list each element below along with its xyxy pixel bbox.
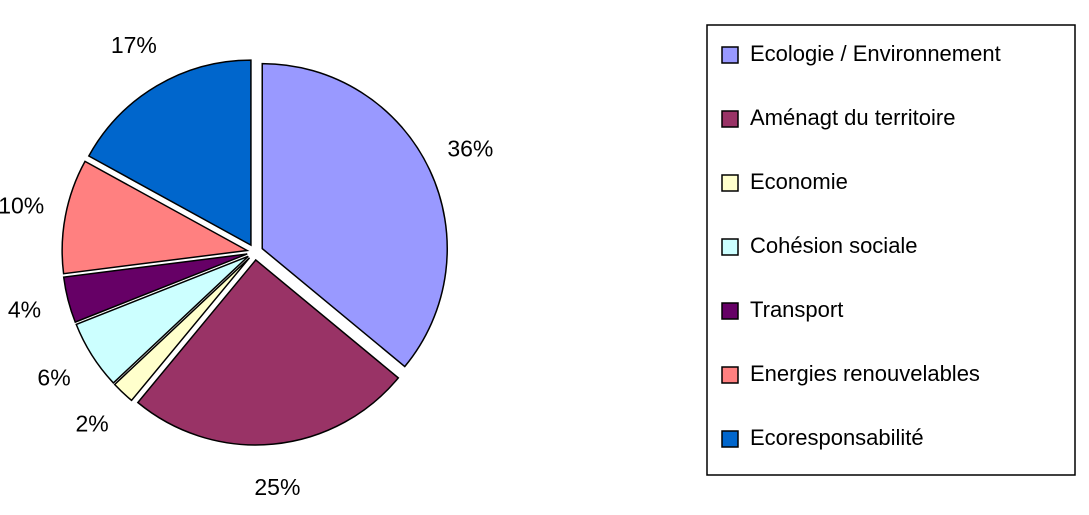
pie-slice <box>75 255 249 384</box>
legend-label: Ecoresponsabilité <box>750 425 924 450</box>
data-label: 10% <box>0 192 44 218</box>
legend-label: Aménagt du territoire <box>750 105 955 130</box>
data-label: 36% <box>447 136 493 162</box>
legend-swatch <box>721 110 739 128</box>
pie-slice <box>61 160 250 275</box>
legend-swatch <box>721 238 739 256</box>
data-label: 17% <box>111 32 157 58</box>
data-label: 4% <box>8 296 41 322</box>
pie-slice <box>261 62 448 368</box>
legend-swatch <box>721 366 739 384</box>
data-label: 6% <box>37 365 70 391</box>
legend-box <box>706 24 1076 476</box>
pie-slice <box>62 253 248 324</box>
legend-swatch <box>721 302 739 320</box>
data-label: 25% <box>254 474 300 500</box>
legend-swatch <box>721 174 739 192</box>
pie-slice <box>113 257 251 402</box>
legend-label: Ecologie / Environnement <box>750 41 1001 66</box>
pie-slice <box>136 258 400 446</box>
legend-label: Transport <box>750 297 843 322</box>
legend-swatch <box>721 430 739 448</box>
legend-swatch <box>721 46 739 64</box>
legend-label: Cohésion sociale <box>750 233 918 258</box>
legend-label: Economie <box>750 169 848 194</box>
legend-label: Energies renouvelables <box>750 361 980 386</box>
data-label: 2% <box>75 411 108 437</box>
pie-slice <box>87 59 252 247</box>
